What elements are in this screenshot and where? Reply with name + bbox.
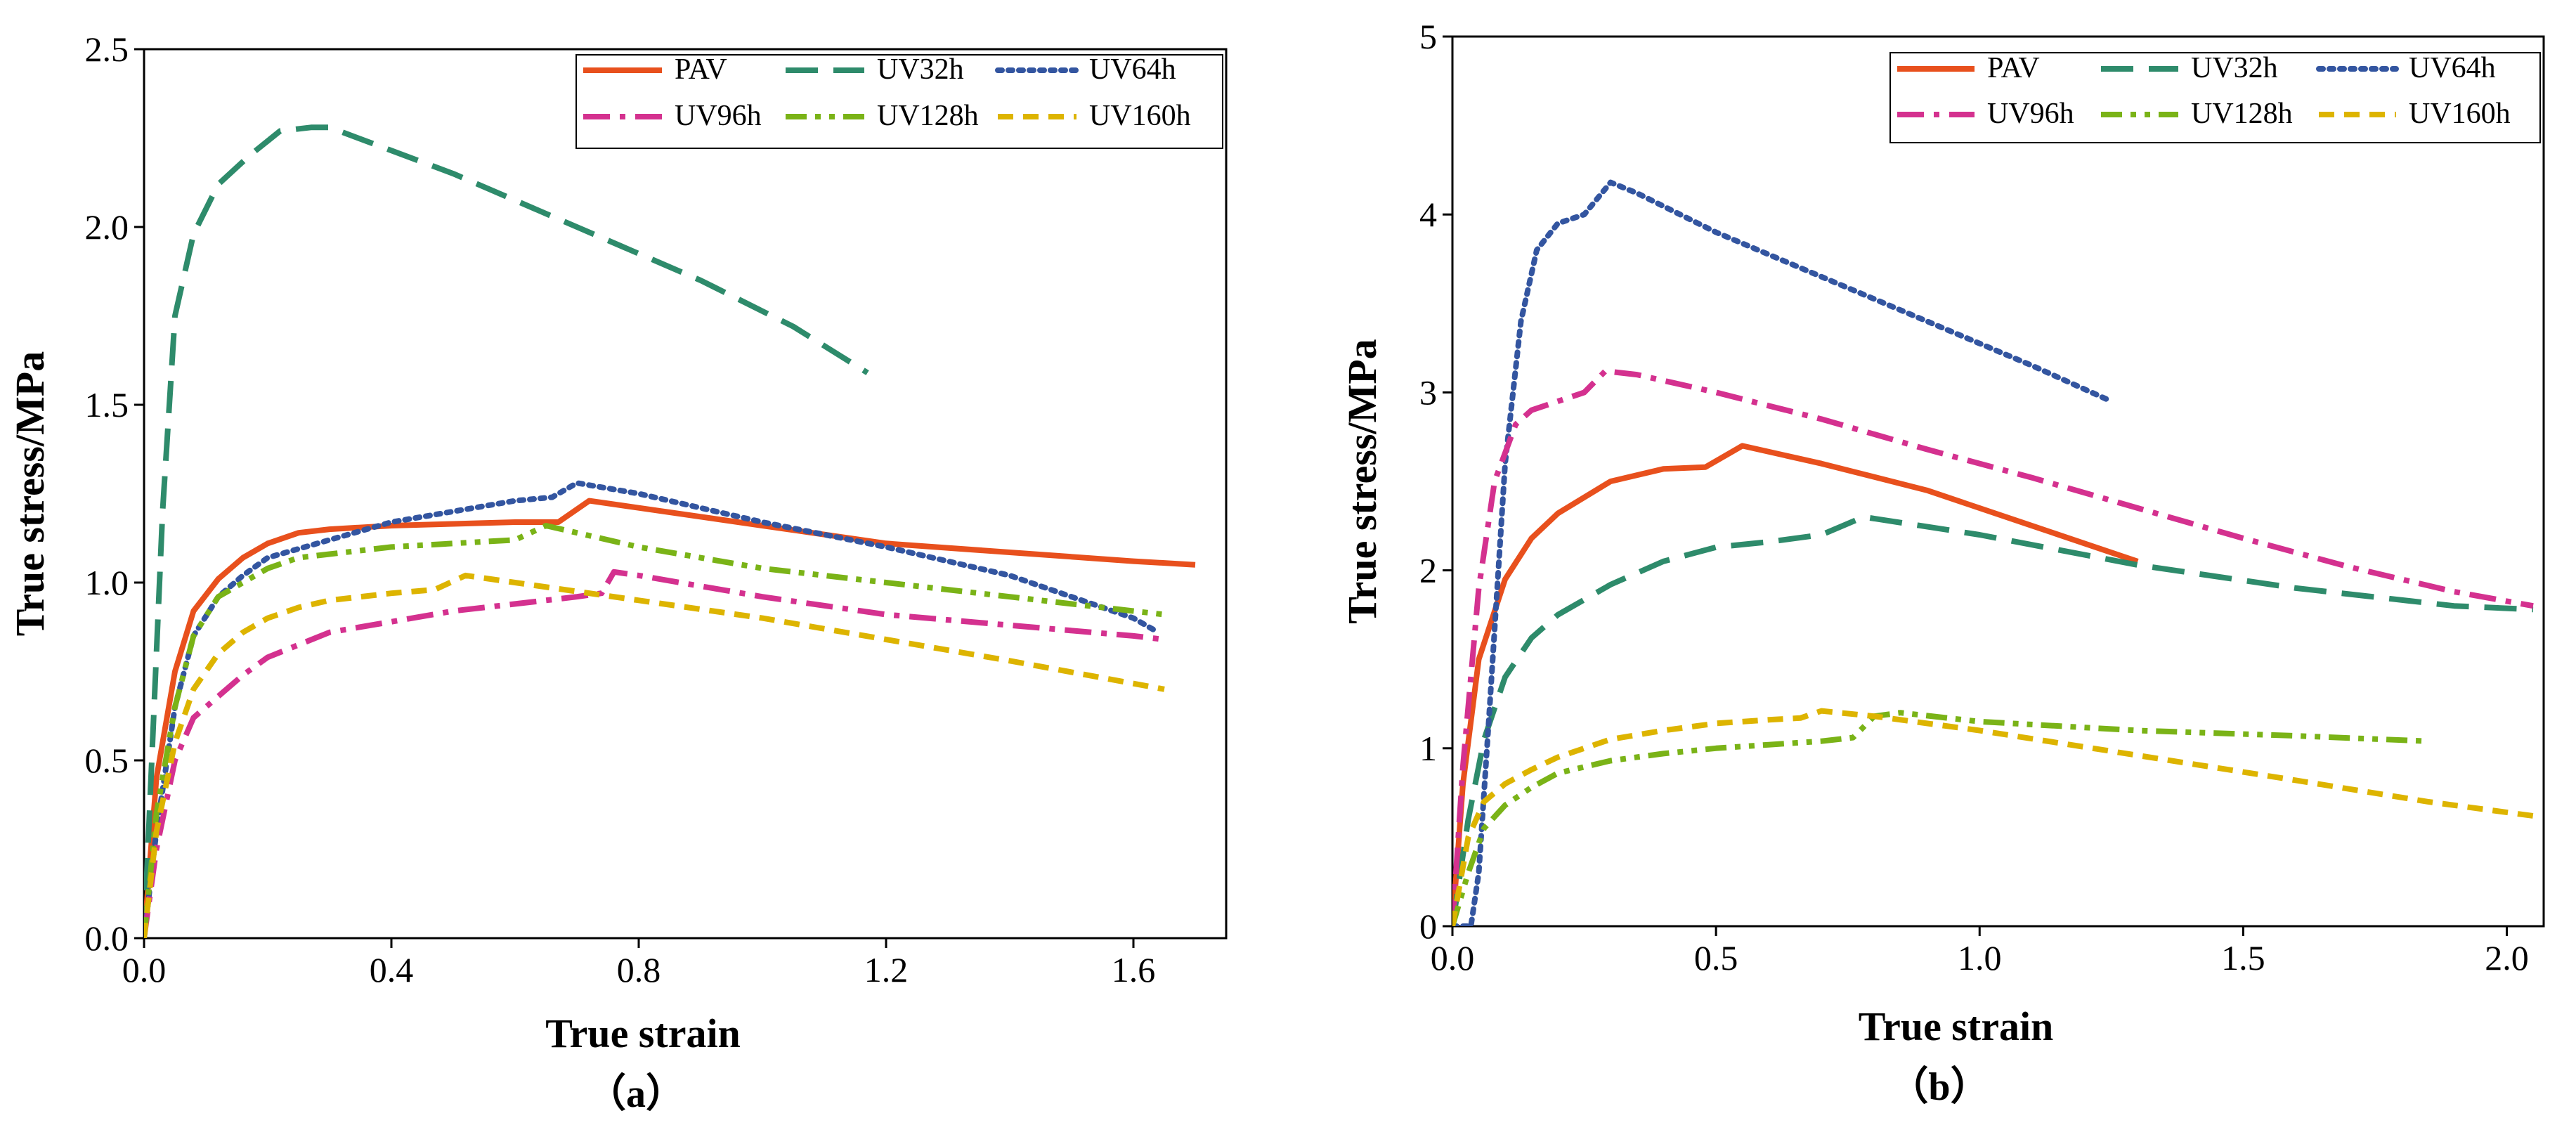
legend-label-uv128h: UV128h <box>877 100 979 132</box>
legend-label-uv32h: UV32h <box>877 53 964 86</box>
series-group <box>1452 179 2534 926</box>
x-axis-title: True strain <box>1859 1004 2054 1049</box>
y-tick-label: 1.0 <box>85 563 129 602</box>
legend-label-uv160h: UV160h <box>1089 100 1191 132</box>
series-line-uv96h <box>144 569 1165 938</box>
legend-label-uv96h: UV96h <box>675 100 762 132</box>
series-line-pav <box>144 498 1196 938</box>
panel-b-caption: （b） <box>1889 1065 1989 1109</box>
x-tick-label: 0.0 <box>122 950 167 989</box>
x-tick-label: 0.0 <box>1431 938 1475 978</box>
legend-label-uv64h: UV64h <box>2409 52 2496 84</box>
x-tick-label: 1.0 <box>1958 938 2002 978</box>
legend-label-pav: PAV <box>675 53 727 86</box>
series-line-uv96h <box>1452 368 2534 926</box>
legend-label-uv128h: UV128h <box>2191 98 2293 130</box>
x-tick-label: 0.8 <box>617 950 661 989</box>
y-tick-label: 1.5 <box>85 385 129 424</box>
plot-frame <box>1451 35 2545 928</box>
legend-label-uv160h: UV160h <box>2409 98 2511 130</box>
legend-label-uv32h: UV32h <box>2191 52 2278 84</box>
series-line-uv128h <box>1452 710 2428 926</box>
panel-b: 0.0 0.5 1.0 1.5 2.0 0 1 2 3 4 5 True strain True str… <box>1339 17 2545 1049</box>
y-tick-label: 3 <box>1419 372 1437 412</box>
series-line-pav <box>1452 443 2139 926</box>
series-line-uv64h <box>1452 179 2114 926</box>
x-tick-label: 2.0 <box>2485 938 2529 978</box>
x-tick-label: 1.6 <box>1112 950 1156 989</box>
series-line-uv160h <box>144 572 1165 938</box>
series-line-uv128h <box>144 523 1165 938</box>
y-tick-label: 2.5 <box>85 30 129 69</box>
series-line-uv160h <box>1452 708 2534 926</box>
panel-a: 0.0 0.4 0.8 1.2 1.6 0.0 0.5 1.0 1.5 2.0 2.5 True st… <box>7 30 1228 1056</box>
y-axis-title: True stress/MPa <box>7 351 53 636</box>
x-tick-label: 0.4 <box>370 950 414 989</box>
y-tick-label: 0 <box>1419 907 1437 946</box>
legend-label-pav: PAV <box>1987 52 2040 84</box>
x-tick-label: 1.2 <box>864 950 909 989</box>
y-tick-label: 2.0 <box>85 207 129 247</box>
y-tick-label: 4 <box>1419 195 1437 234</box>
series-line-uv32h <box>144 124 869 938</box>
y-tick-label: 2 <box>1419 551 1437 590</box>
legend-label-uv64h: UV64h <box>1089 53 1176 86</box>
x-tick-label: 1.5 <box>2221 938 2265 978</box>
y-tick-label: 0.5 <box>85 741 129 780</box>
legend-box <box>1889 52 2541 143</box>
y-axis-title: True stress/MPa <box>1339 339 1385 623</box>
plot-frame <box>143 48 1228 940</box>
x-tick-label: 0.5 <box>1694 938 1738 978</box>
legend-box <box>575 54 1223 149</box>
y-tick-label: 0.0 <box>85 918 129 958</box>
panel-a-caption: （a） <box>587 1072 685 1116</box>
y-tick-label: 1 <box>1419 729 1437 768</box>
y-tick-label: 5 <box>1419 17 1437 56</box>
x-axis-title: True strain <box>545 1011 741 1056</box>
series-group <box>144 124 1196 938</box>
legend-label-uv96h: UV96h <box>1987 98 2074 130</box>
